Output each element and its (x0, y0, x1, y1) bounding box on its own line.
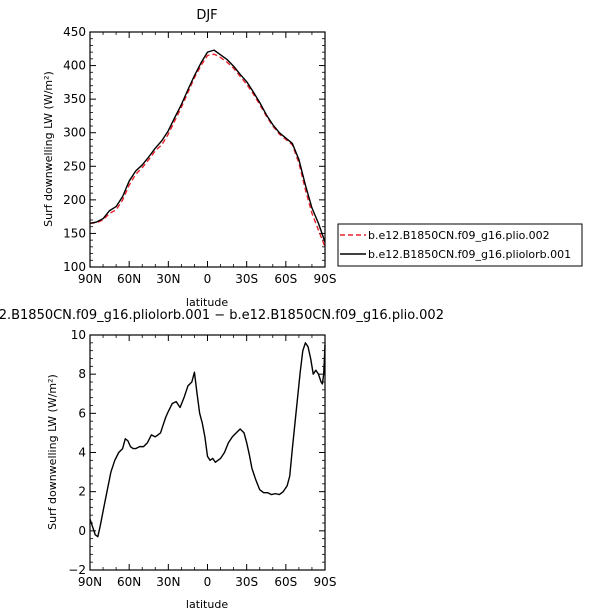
bottom-plot-area: −2 0 2 4 6 8 10 90N 60N 30N 0 30S 60S 90S (68, 328, 336, 589)
top-y-tick-label: 100 (63, 260, 86, 274)
top-y-tick-label: 250 (63, 159, 86, 173)
bottom-panel: b.e12.B1850CN.f09_g16.pliolorb.001 − b.e… (0, 308, 444, 611)
top-plot-area: 100 150 200 250 300 350 400 450 90N 60N 30N 0 30S 60S… (63, 25, 336, 286)
top-x-tick-label: 90S (314, 272, 337, 286)
top-y-tick-label: 300 (63, 126, 86, 140)
bottom-x-tick-label: 60S (274, 575, 297, 589)
bottom-y-tick-label: −2 (68, 563, 86, 577)
bottom-y-tick-label: 2 (78, 485, 86, 499)
top-x-tick-label: 60N (117, 272, 141, 286)
bottom-x-tick-label: 30S (235, 575, 258, 589)
top-x-tick-label: 90N (78, 272, 102, 286)
top-series-line-0 (89, 53, 326, 248)
bottom-x-tick-label: 0 (204, 575, 212, 589)
bottom-plot-frame (89, 334, 326, 571)
top-panel: DJF latitude Surf downwelling LW (W/m²) … (42, 8, 336, 309)
top-x-tick-label: 30N (156, 272, 180, 286)
top-y-tick-label: 450 (63, 25, 86, 39)
bottom-y-tick-label: 6 (78, 406, 86, 420)
bottom-x-axis-label: latitude (186, 598, 228, 611)
top-y-tick-label: 150 (63, 226, 86, 240)
legend: b.e12.B1850CN.f09_g16.plio.002 b.e12.B18… (337, 223, 583, 267)
bottom-x-tick-label: 60N (117, 575, 141, 589)
bottom-y-tick-label: 8 (78, 367, 86, 381)
top-y-tick-label: 350 (63, 92, 86, 106)
bottom-x-tick-label: 30N (156, 575, 180, 589)
top-x-tick-label: 60S (274, 272, 297, 286)
top-y-tick-label: 200 (63, 193, 86, 207)
bottom-y-tick-label: 10 (71, 328, 86, 342)
top-x-axis-label: latitude (186, 296, 228, 309)
bottom-series-line-0 (89, 342, 326, 538)
top-series-line-1 (89, 49, 326, 243)
top-plot-frame (89, 31, 326, 268)
legend-label-plio: b.e12.B1850CN.f09_g16.plio.002 (368, 229, 550, 242)
bottom-y-axis-label: Surf downwelling LW (W/m²) (46, 374, 59, 530)
bottom-x-tick-label: 90N (78, 575, 102, 589)
top-x-tick-label: 30S (235, 272, 258, 286)
bottom-x-tick-label: 90S (314, 575, 337, 589)
legend-label-pliolorb: b.e12.B1850CN.f09_g16.pliolorb.001 (368, 248, 571, 261)
top-chart-title: DJF (196, 8, 217, 23)
top-y-tick-label: 400 (63, 59, 86, 73)
top-x-tick-label: 0 (204, 272, 212, 286)
top-y-axis-label: Surf downwelling LW (W/m²) (42, 71, 55, 227)
bottom-chart-title: b.e12.B1850CN.f09_g16.pliolorb.001 − b.e… (0, 308, 444, 323)
bottom-y-tick-label: 4 (78, 446, 86, 460)
bottom-y-tick-label: 0 (78, 524, 86, 538)
legend-box (337, 223, 583, 267)
